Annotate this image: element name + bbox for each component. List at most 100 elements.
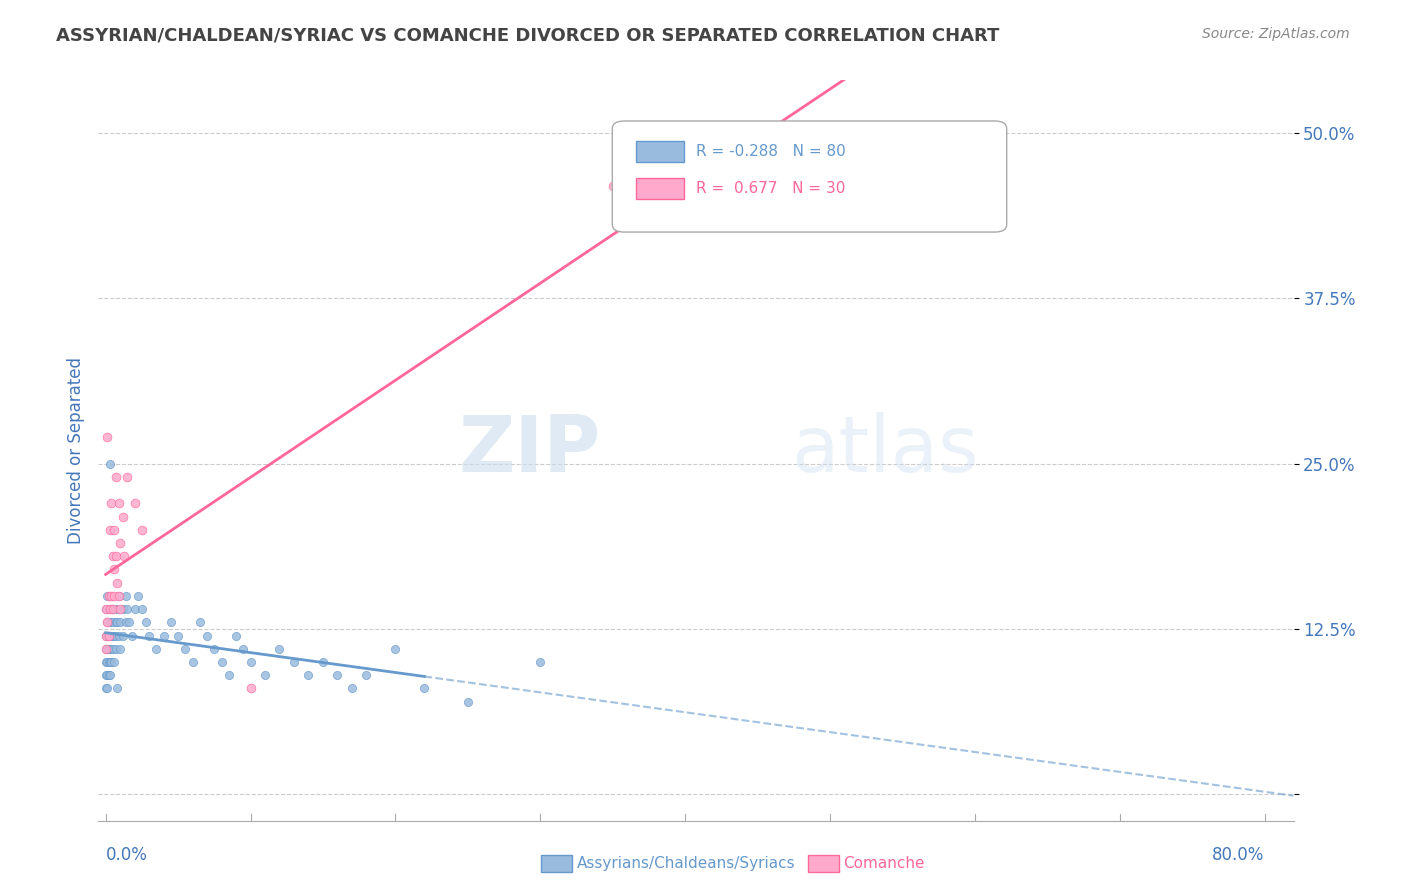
Point [167, 629, 190, 643]
Point [96, 615, 118, 630]
Point [94, 641, 117, 656]
Point [529, 655, 551, 669]
Point [413, 681, 436, 696]
Point [98, 615, 121, 630]
Text: Source: ZipAtlas.com: Source: ZipAtlas.com [1202, 27, 1350, 41]
Point [96, 668, 118, 682]
Point [100, 589, 122, 603]
Point [94, 681, 117, 696]
Text: R = -0.288   N = 80: R = -0.288 N = 80 [696, 144, 846, 159]
Point [384, 641, 406, 656]
Point [107, 496, 129, 510]
Point [101, 641, 124, 656]
Point [138, 629, 160, 643]
Point [97, 629, 120, 643]
Y-axis label: Divorced or Separated: Divorced or Separated [66, 357, 84, 544]
Point [202, 641, 225, 656]
Point [269, 641, 291, 656]
Point [356, 668, 378, 682]
Point [97, 641, 120, 656]
Point [96, 589, 118, 603]
Point [101, 602, 124, 616]
Text: 0.0%: 0.0% [105, 846, 148, 863]
Point [225, 629, 247, 643]
Point [96, 655, 118, 669]
Point [211, 655, 233, 669]
Point [124, 496, 146, 510]
Point [96, 615, 118, 630]
Text: Comanche: Comanche [844, 856, 925, 871]
Point [114, 549, 136, 564]
Point [98, 523, 121, 537]
Point [131, 523, 153, 537]
Point [297, 668, 319, 682]
Point [121, 629, 143, 643]
Point [94, 655, 117, 669]
Point [101, 549, 124, 564]
Point [108, 641, 131, 656]
Point [312, 655, 335, 669]
Point [103, 523, 125, 537]
Point [112, 629, 135, 643]
Point [104, 641, 127, 656]
Point [101, 615, 124, 630]
Point [98, 629, 121, 643]
Point [174, 641, 197, 656]
Point [103, 629, 125, 643]
Text: 80.0%: 80.0% [1212, 846, 1264, 863]
Point [232, 641, 254, 656]
Point [97, 629, 120, 643]
Point [108, 602, 131, 616]
Point [96, 430, 118, 444]
Point [94, 602, 117, 616]
Point [188, 615, 211, 630]
Point [104, 549, 127, 564]
Point [97, 668, 120, 682]
Point [98, 457, 121, 471]
Point [131, 602, 153, 616]
FancyBboxPatch shape [637, 141, 685, 161]
Point [135, 615, 157, 630]
Point [100, 602, 122, 616]
Point [100, 655, 122, 669]
Point [283, 655, 305, 669]
Point [94, 668, 117, 682]
Point [107, 589, 129, 603]
Point [103, 589, 125, 603]
Point [340, 681, 363, 696]
Text: ASSYRIAN/CHALDEAN/SYRIAC VS COMANCHE DIVORCED OR SEPARATED CORRELATION CHART: ASSYRIAN/CHALDEAN/SYRIAC VS COMANCHE DIV… [56, 27, 1000, 45]
FancyBboxPatch shape [637, 178, 685, 199]
Point [94, 629, 117, 643]
Point [253, 668, 276, 682]
Point [108, 536, 131, 550]
Text: R =  0.677   N = 30: R = 0.677 N = 30 [696, 181, 845, 196]
Point [104, 615, 127, 630]
Point [103, 602, 125, 616]
Point [239, 655, 262, 669]
Point [457, 695, 479, 709]
Point [100, 496, 122, 510]
Point [101, 629, 124, 643]
Point [104, 470, 127, 484]
Point [94, 629, 117, 643]
Point [94, 602, 117, 616]
Point [105, 575, 128, 590]
Point [107, 589, 129, 603]
Point [96, 641, 118, 656]
Point [105, 615, 128, 630]
Point [181, 655, 204, 669]
Point [108, 615, 131, 630]
Point [104, 629, 127, 643]
Point [160, 615, 183, 630]
Point [195, 629, 218, 643]
Point [97, 602, 120, 616]
Point [105, 681, 128, 696]
Point [105, 602, 128, 616]
Point [115, 615, 138, 630]
Point [145, 641, 167, 656]
Point [117, 602, 139, 616]
Point [107, 629, 129, 643]
FancyBboxPatch shape [613, 121, 1007, 232]
Point [152, 629, 174, 643]
Point [96, 681, 118, 696]
